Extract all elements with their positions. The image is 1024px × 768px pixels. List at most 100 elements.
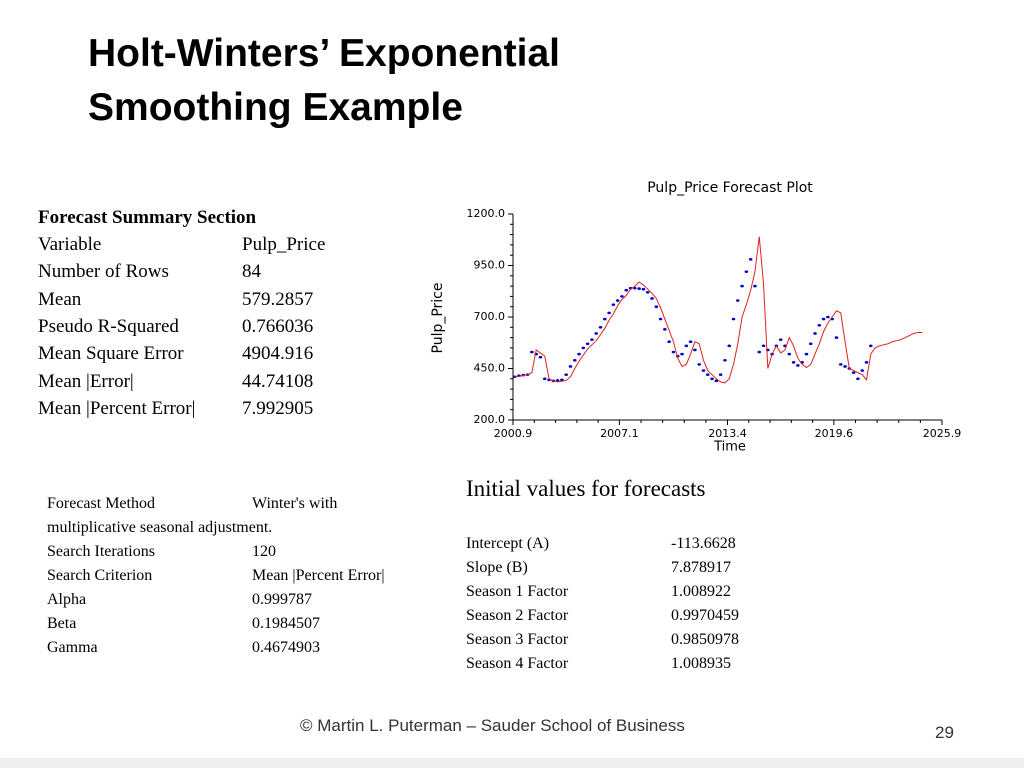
row-label: Season 2 Factor — [466, 607, 569, 624]
row-value: 7.878917 — [671, 559, 731, 576]
data-point — [611, 303, 616, 306]
data-point — [598, 326, 603, 329]
data-point — [615, 299, 620, 302]
row-label: Alpha — [47, 591, 87, 608]
data-point — [645, 290, 650, 294]
row-value: 1.008935 — [671, 655, 731, 672]
data-point — [658, 317, 663, 321]
data-point — [607, 311, 611, 315]
row-label: Search Iterations — [47, 543, 155, 560]
data-point — [791, 361, 796, 364]
y-tick-label: 700.0 — [474, 310, 506, 323]
data-point — [864, 361, 869, 364]
y-tick-label: 200.0 — [474, 413, 506, 426]
data-point — [856, 377, 860, 381]
row-label: Season 3 Factor — [466, 631, 569, 648]
data-point — [590, 338, 594, 341]
row-label: Mean — [38, 288, 82, 310]
data-point — [757, 350, 762, 354]
data-point — [860, 369, 865, 372]
y-axis-label: Pulp_Price — [430, 283, 446, 354]
data-point — [723, 358, 727, 362]
data-point — [808, 342, 813, 346]
data-point — [650, 297, 654, 300]
row-label: Season 4 Factor — [466, 655, 569, 672]
data-point — [718, 373, 723, 376]
initial-heading: Initial values for forecasts — [466, 476, 706, 501]
data-point — [761, 344, 766, 348]
data-point — [744, 270, 749, 273]
row-label: Mean Square Error — [38, 343, 184, 365]
row-label: Slope (B) — [466, 559, 528, 576]
data-point — [637, 287, 641, 290]
data-point — [821, 317, 826, 321]
footer: © Martin L. Puterman – Sauder School of … — [300, 716, 685, 735]
row-label: Variable — [38, 234, 102, 255]
row-value: 0.999787 — [252, 591, 312, 608]
summary-heading: Forecast Summary Section — [38, 207, 257, 228]
data-point — [843, 365, 847, 368]
data-point — [753, 284, 757, 288]
row-label: Gamma — [47, 639, 98, 656]
row-value: 84 — [242, 261, 261, 283]
row-value: 0.9970459 — [671, 607, 739, 624]
x-axis-label: Time — [713, 440, 746, 455]
data-point — [748, 258, 753, 261]
data-point — [705, 373, 710, 376]
data-point — [817, 323, 822, 327]
data-point — [667, 340, 671, 344]
data-point — [538, 355, 543, 359]
row-label: Beta — [47, 615, 77, 632]
x-tick-label: 2019.6 — [815, 427, 854, 440]
title: Holt-Winters’ Exponential — [88, 32, 561, 75]
data-point — [714, 379, 719, 383]
data-point — [530, 350, 534, 354]
data-point — [581, 346, 586, 350]
y-tick-label: 450.0 — [474, 362, 506, 375]
row-value: 579.2857 — [242, 288, 314, 310]
row-label: Pseudo R-Squared — [38, 315, 179, 337]
row-value: 44.74108 — [242, 370, 314, 392]
forecast-line — [514, 236, 923, 384]
row-value: Winter's with — [252, 495, 338, 512]
data-point — [555, 379, 560, 382]
method-continuation: multiplicative seasonal adjustment. — [47, 519, 273, 536]
data-point — [735, 299, 740, 302]
data-point — [804, 352, 809, 356]
data-point — [851, 371, 856, 374]
data-point — [560, 378, 564, 382]
row-value: 7.992905 — [242, 397, 314, 419]
title: Smoothing Example — [88, 86, 463, 129]
data-point — [585, 342, 590, 346]
x-tick-label: 2000.9 — [494, 427, 533, 440]
page-number: 29 — [935, 723, 954, 742]
data-point — [688, 340, 693, 344]
data-point — [594, 332, 599, 335]
y-tick-label: 1200.0 — [467, 207, 506, 220]
row-label: Forecast Method — [47, 495, 155, 512]
data-point — [641, 287, 646, 291]
data-point — [838, 363, 843, 366]
data-point — [577, 352, 581, 356]
data-point — [727, 344, 732, 348]
row-value: 120 — [252, 543, 276, 560]
row-value: 0.766036 — [242, 315, 314, 337]
row-label: Season 1 Factor — [466, 583, 569, 600]
x-tick-label: 2025.9 — [923, 427, 962, 440]
row-value: 1.008922 — [671, 583, 731, 600]
row-label: Mean |Percent Error| — [38, 397, 196, 419]
data-point — [572, 358, 577, 362]
row-value: -113.6628 — [671, 535, 736, 552]
row-label: Intercept (A) — [466, 535, 550, 552]
data-point — [671, 350, 676, 354]
data-point — [568, 365, 573, 368]
data-point — [654, 305, 659, 309]
row-label: Mean |Error| — [38, 370, 134, 392]
data-point — [684, 344, 689, 348]
chart-title: Pulp_Price Forecast Plot — [647, 180, 813, 196]
row-label: Search Criterion — [47, 567, 153, 584]
x-tick-label: 2013.4 — [708, 427, 747, 440]
row-value: 4904.916 — [242, 343, 314, 365]
